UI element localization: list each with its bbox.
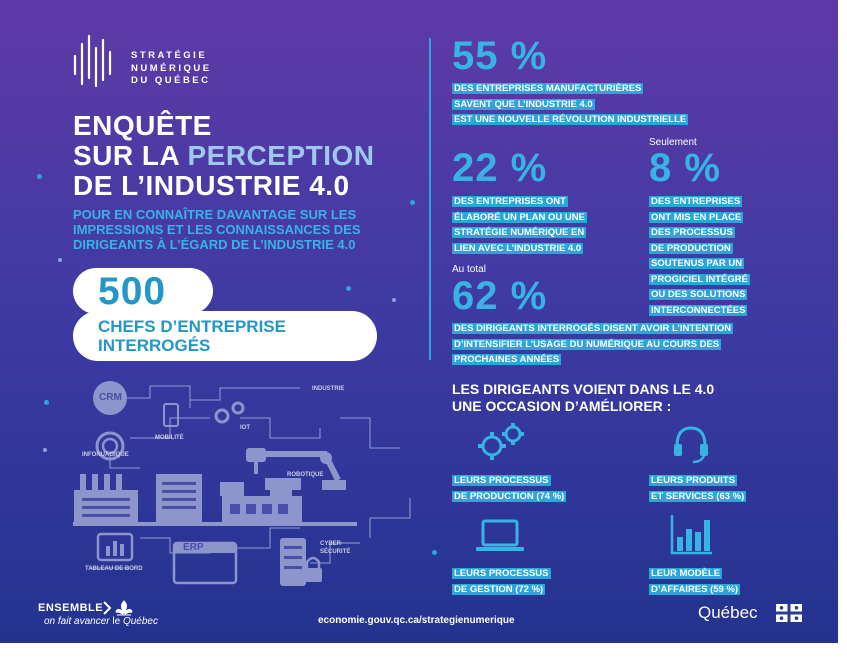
respondents-label-line: CHEFS D’ENTREPRISE	[98, 317, 286, 336]
improve-item-management: LEURS PROCESSUS DE GESTION (72 %)	[452, 565, 551, 596]
page-title: ENQUÊTE SUR LA PERCEPTION DE L’INDUSTRIE…	[73, 111, 375, 201]
respondents-number: 500	[98, 270, 167, 313]
stat-line: DE PRODUCTION	[649, 242, 733, 254]
stat-line: SAVENT QUE L’INDUSTRIE 4.0	[452, 98, 595, 110]
stat-prefix-62: Au total	[452, 264, 486, 275]
title-line-prefix: SUR LA	[73, 140, 188, 171]
stat-line: DES ENTREPRISES ONT	[452, 196, 568, 207]
stat-desc-22: DES ENTREPRISES ONT ÉLABORÉ UN PLAN OU U…	[452, 193, 587, 255]
title-line: DE L’INDUSTRIE 4.0	[73, 170, 350, 201]
decor-dot	[44, 400, 49, 405]
brand-line: DU QUÉBEC	[131, 75, 211, 86]
iot-label: IOT	[240, 425, 250, 431]
industrie-label: INDUSTRIE	[312, 386, 345, 392]
industry-illustration	[73, 381, 411, 586]
stat-line: STRATÉGIE NUMÉRIQUE EN	[452, 227, 587, 238]
stat-line: PROGICIEL INTÉGRÉ	[649, 273, 750, 285]
page-subtitle: POUR EN CONNAÎTRE DAVANTAGE SUR LES IMPR…	[73, 207, 361, 252]
infonuagique-label: INFONUAGIQUE	[82, 452, 129, 458]
brand-line: NUMÉRIQUE	[131, 62, 212, 74]
stat-line: DES ENTREPRISES MANUFACTURIÈRES	[452, 83, 644, 94]
gears-icon	[478, 423, 524, 460]
stat-line: EST UNE NOUVELLE RÉVOLUTION INDUSTRIELLE	[452, 114, 689, 125]
stat-desc-8: DES ENTREPRISES ONT MIS EN PLACE DES PRO…	[649, 193, 750, 317]
decor-dot	[37, 174, 42, 179]
improve-line: DE PRODUCTION (74 %)	[452, 490, 567, 502]
respondents-label-pill	[73, 311, 377, 361]
crm-label: CRM	[99, 392, 122, 403]
laptop-icon	[476, 519, 524, 551]
fleur-de-lis-icon	[103, 600, 133, 616]
bar-chart-icon	[670, 515, 712, 555]
improve-heading-line: UNE OCCASION D’AMÉLIORER :	[452, 398, 672, 414]
title-line: SUR LA PERCEPTION	[73, 141, 375, 171]
improve-line: LEURS PROCESSUS	[452, 568, 551, 579]
cyber-label-line: SÉCURITÉ	[320, 549, 351, 555]
cyber-label: CYBER- SÉCURITÉ	[320, 540, 350, 556]
improve-line: D’AFFAIRES (59 %)	[649, 583, 741, 595]
subtitle-line: DIRIGEANTS À L’ÉGARD DE L’INDUSTRIE 4.0	[73, 237, 356, 252]
decor-dot	[432, 550, 437, 555]
improve-item-production: LEURS PROCESSUS DE PRODUCTION (74 %)	[452, 472, 567, 503]
tagline-part: le	[109, 616, 123, 627]
headset-icon	[674, 426, 708, 464]
stat-line: PROCHAINES ANNÉES	[452, 354, 562, 365]
cyber-label-line: CYBER-	[320, 541, 344, 547]
infographic: STRATÉGIE NUMÉRIQUE DU QUÉBEC ENQUÊTE SU…	[0, 0, 838, 643]
respondents-label-line: INTERROGÉS	[98, 336, 211, 355]
stat-value-8: 8 %	[649, 146, 721, 190]
stat-desc-55: DES ENTREPRISES MANUFACTURIÈRES SAVENT Q…	[452, 80, 689, 127]
improve-line: ET SERVICES (63 %)	[649, 490, 747, 502]
decor-dot	[346, 286, 351, 291]
divider	[429, 38, 431, 360]
stat-line: INTERCONNECTÉES	[649, 304, 748, 316]
improve-line: LEUR MODÈLE	[649, 568, 723, 579]
stat-line: ÉLABORÉ UN PLAN OU UNE	[452, 211, 587, 223]
footer-tagline: on fait avancer le Québec	[44, 616, 158, 627]
stat-line: DES PROCESSUS	[649, 227, 735, 238]
stat-line: LIEN AVEC L’INDUSTRIE 4.0	[452, 242, 584, 254]
quebec-wordmark: Québec	[698, 603, 758, 622]
subtitle-line: POUR EN CONNAÎTRE DAVANTAGE SUR LES	[73, 207, 357, 222]
title-accent: PERCEPTION	[187, 140, 375, 171]
footer-url-link[interactable]: economie.gouv.qc.ca/strategienumerique	[318, 615, 515, 626]
stat-line: DES DIRIGEANTS INTERROGÉS DISENT AVOIR L…	[452, 323, 734, 334]
title-line: ENQUÊTE	[73, 110, 212, 141]
brand-name: STRATÉGIE NUMÉRIQUE DU QUÉBEC	[131, 50, 212, 88]
decor-dot	[58, 258, 62, 262]
quebec-flag-icon	[776, 604, 802, 622]
stat-line: D’INTENSIFIER L’USAGE DU NUMÉRIQUE AU CO…	[452, 338, 722, 350]
respondents-number-pill	[73, 268, 213, 314]
improve-line: DE GESTION (72 %)	[452, 583, 546, 595]
improve-line: LEURS PROCESSUS	[452, 475, 551, 486]
stat-value-55: 55 %	[452, 34, 548, 78]
stat-prefix-8: Seulement	[649, 137, 697, 148]
robotique-label: ROBOTIQUE	[287, 472, 324, 478]
tableau-label: TABLEAU DE BORD	[85, 566, 143, 572]
decor-dot	[410, 200, 415, 205]
stat-value-62: 62 %	[452, 274, 548, 318]
stat-line: SOUTENUS PAR UN	[649, 258, 745, 269]
respondents-label: CHEFS D’ENTREPRISE INTERROGÉS	[98, 317, 286, 355]
improve-item-business-model: LEUR MODÈLE D’AFFAIRES (59 %)	[649, 565, 741, 596]
subtitle-line: IMPRESSIONS ET LES CONNAISSANCES DES	[73, 222, 361, 237]
improve-heading-line: LES DIRIGEANTS VOIENT DANS LE 4.0	[452, 381, 715, 397]
stat-line: OU DES SOLUTIONS	[649, 289, 748, 300]
tagline-part: on fait avancer	[44, 616, 110, 627]
strategie-logo-icon	[73, 34, 112, 88]
stat-desc-62: DES DIRIGEANTS INTERROGÉS DISENT AVOIR L…	[452, 320, 734, 367]
mobilite-label: MOBILITÉ	[155, 435, 184, 441]
brand-line: STRATÉGIE	[131, 50, 208, 61]
stat-line: ONT MIS EN PLACE	[649, 211, 744, 223]
erp-label: ERP	[183, 542, 204, 553]
stat-line: DES ENTREPRISES	[649, 196, 743, 207]
improve-line: LEURS PRODUITS	[649, 475, 737, 486]
improve-heading: LES DIRIGEANTS VOIENT DANS LE 4.0 UNE OC…	[452, 381, 714, 415]
tagline-part: Québec	[122, 616, 158, 627]
stat-value-22: 22 %	[452, 146, 548, 190]
ensemble-label: ENSEMBLE	[38, 602, 104, 614]
improve-item-products: LEURS PRODUITS ET SERVICES (63 %)	[649, 472, 747, 503]
decor-dot	[392, 298, 396, 302]
decor-dot	[43, 448, 47, 452]
